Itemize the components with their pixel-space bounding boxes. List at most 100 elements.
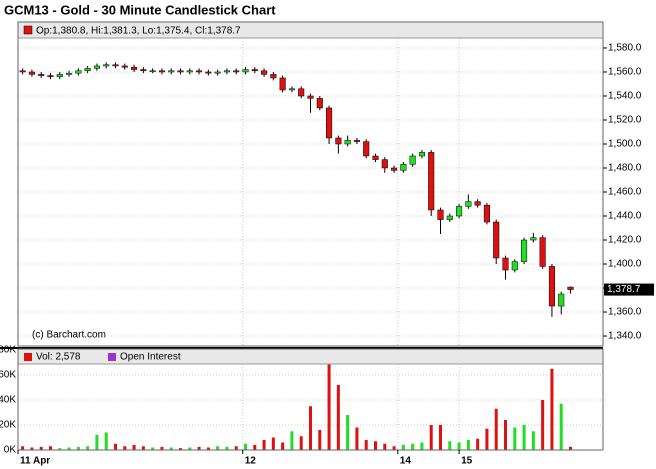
volume-bar — [522, 425, 526, 450]
y-tick-label: 1,540.0 — [608, 91, 642, 102]
volume-bar — [86, 446, 90, 450]
volume-bar — [290, 431, 294, 450]
candle-body — [47, 75, 54, 78]
volume-bar — [39, 446, 43, 450]
volume-bar — [327, 362, 331, 450]
candle-body — [288, 88, 295, 91]
volume-bar — [346, 415, 350, 450]
y-tick-label: 20K — [0, 420, 16, 431]
y-tick-label: 40K — [0, 395, 16, 406]
candle-body — [261, 70, 268, 75]
legend-swatch — [24, 353, 32, 361]
volume-bar — [244, 443, 247, 450]
x-tick-label: 14 — [400, 456, 412, 467]
volume-bar — [383, 443, 387, 450]
candle-body — [558, 293, 565, 307]
legend-entry: Open Interest — [120, 352, 181, 363]
candle-body — [84, 68, 91, 72]
candle-body — [456, 206, 463, 217]
volume-bar — [448, 441, 452, 450]
y-tick-label: 1,480.0 — [608, 163, 642, 174]
volume-bar — [225, 446, 229, 450]
last-price-box — [604, 283, 654, 296]
candle-body — [38, 74, 45, 76]
candle-body — [93, 65, 100, 69]
volume-bar — [429, 425, 433, 450]
volume-bar — [336, 385, 340, 450]
y-tick-label: 1,440.0 — [608, 211, 642, 222]
candle-body — [279, 77, 286, 91]
candle-body — [205, 71, 212, 74]
volume-bar — [123, 446, 127, 450]
candle-body — [326, 107, 333, 139]
candle-body — [483, 204, 490, 223]
volume-bar — [179, 448, 182, 450]
last-price-label: 1,378.7 — [607, 284, 641, 295]
x-tick-label: 12 — [245, 456, 257, 467]
volume-bar — [281, 442, 285, 450]
y-tick-label: 1,400.0 — [608, 259, 642, 270]
candle-body — [233, 70, 240, 73]
volume-bar — [569, 446, 572, 450]
volume-bar — [559, 403, 563, 450]
volume-bar — [411, 443, 415, 450]
volume-bar — [104, 432, 108, 450]
candle-body — [214, 71, 221, 74]
volume-bar — [374, 441, 377, 450]
candle-body — [223, 70, 230, 73]
price-frame — [17, 21, 604, 347]
volume-bar — [271, 437, 275, 450]
candle-body — [530, 237, 537, 241]
volume-bar — [466, 440, 470, 450]
candle-body — [196, 70, 203, 73]
candle-body — [186, 70, 193, 73]
candle-body — [251, 69, 258, 72]
y-tick-label: 1,520.0 — [608, 115, 642, 126]
candle-body — [19, 70, 26, 73]
volume-bar — [309, 406, 312, 450]
volume-bar — [299, 436, 303, 450]
candle-body — [270, 74, 277, 79]
volume-bar — [206, 447, 210, 450]
volume-bar — [476, 438, 480, 450]
candle-body — [177, 70, 184, 73]
candle-body — [28, 71, 35, 75]
volume-bar — [457, 442, 461, 450]
volume-bar — [531, 431, 535, 450]
volume-bar — [541, 400, 545, 450]
candle-body — [131, 66, 138, 70]
volume-bar — [318, 430, 322, 450]
volume-bar — [114, 443, 117, 450]
volume-bar — [49, 446, 52, 450]
candle-body — [158, 70, 165, 73]
candle-body — [353, 140, 360, 142]
y-tick-label: 1,580.0 — [608, 43, 642, 54]
candle-body — [428, 152, 435, 211]
candle-body — [502, 257, 509, 271]
volume-bar — [401, 445, 405, 450]
candle-body — [363, 141, 370, 157]
volume-bar — [197, 446, 201, 450]
candle-body — [511, 261, 518, 271]
volume-bar — [95, 435, 99, 450]
candle-body — [437, 209, 444, 220]
candle-body — [474, 201, 481, 206]
candle-body — [493, 221, 500, 259]
volume-bar — [58, 448, 62, 450]
volume-bar — [132, 445, 136, 450]
legend-swatch — [108, 353, 116, 361]
candle-body — [344, 140, 351, 145]
candle-body — [391, 167, 398, 171]
candle-body — [298, 88, 305, 97]
legend-swatch — [23, 25, 33, 35]
candle-body — [539, 237, 546, 267]
volume-bar — [392, 446, 396, 450]
candle-body — [140, 69, 147, 72]
y-tick-label: 1,560.0 — [608, 67, 642, 78]
y-tick-label: 1,500.0 — [608, 139, 642, 150]
candle-body — [112, 64, 119, 67]
plot-area — [17, 38, 603, 451]
candle-body — [149, 70, 156, 73]
candle-body — [446, 215, 453, 220]
